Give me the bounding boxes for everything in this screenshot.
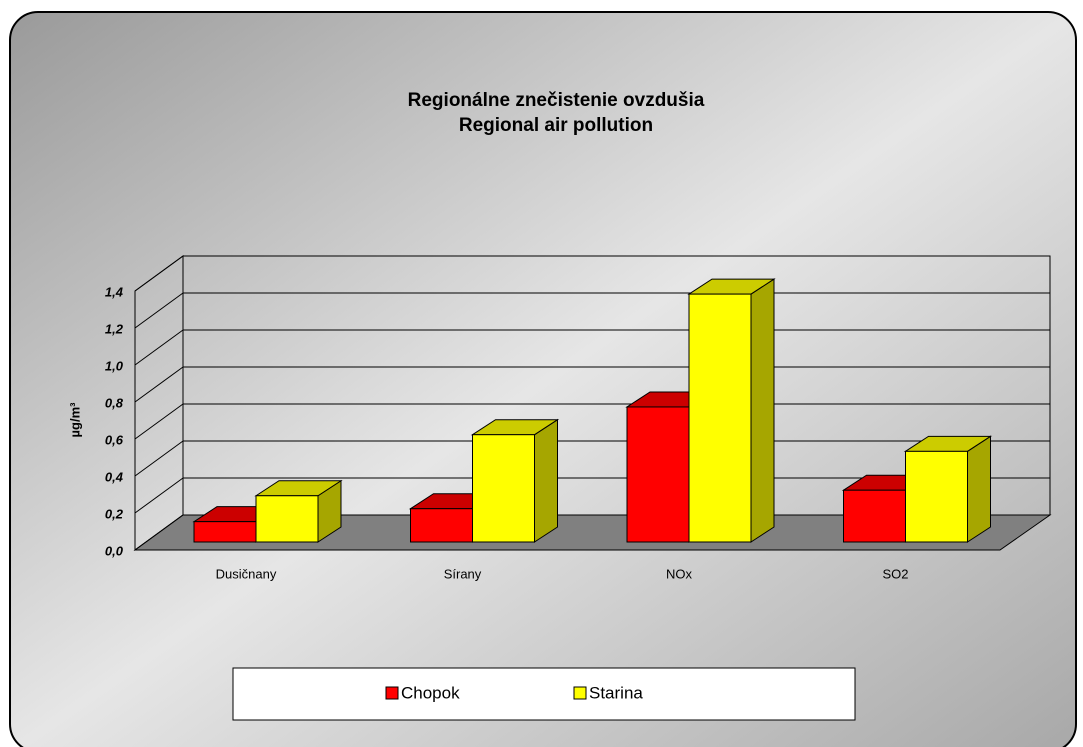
legend-swatch <box>573 686 587 700</box>
legend-label: Starina <box>589 683 643 702</box>
chart-subtitle: Regional air pollution <box>459 115 653 136</box>
bar <box>410 508 473 543</box>
grid-line <box>134 514 184 551</box>
y-tick-label: 1,0 <box>105 358 124 373</box>
bar-side <box>534 418 558 543</box>
y-tick-label: 0,0 <box>105 543 124 558</box>
bar <box>843 489 906 543</box>
legend <box>232 667 856 721</box>
bar <box>905 450 968 543</box>
grid-line <box>134 329 184 366</box>
bar <box>688 293 752 543</box>
chart-frame <box>9 11 1077 747</box>
y-tick-label: 1,4 <box>105 284 124 299</box>
chart-title: Regionálne znečistenie ovzdušia <box>408 90 705 111</box>
grid-line <box>134 366 184 403</box>
y-tick-label: 0,2 <box>105 506 124 521</box>
y-tick-label: 0,6 <box>105 432 124 447</box>
grid-line <box>134 477 184 514</box>
y-tick-label: 0,4 <box>105 469 124 484</box>
grid-line <box>134 255 184 292</box>
legend-label: Chopok <box>401 683 460 702</box>
legend-swatch <box>385 686 399 700</box>
x-tick-label: Dusičnany <box>216 566 277 581</box>
x-tick-label: Sírany <box>444 566 482 581</box>
grid-line <box>134 403 184 440</box>
y-axis-label: µg/m³ <box>67 402 82 438</box>
bar <box>255 495 319 543</box>
bar-side <box>750 278 775 543</box>
x-tick-label: NOx <box>666 566 693 581</box>
y-tick-label: 0,8 <box>105 395 124 410</box>
grid-line <box>134 292 184 329</box>
bar-side <box>967 435 991 543</box>
bar <box>472 434 535 543</box>
x-tick-label: SO2 <box>882 566 908 581</box>
grid-line <box>134 440 184 477</box>
bar <box>626 406 690 543</box>
bar <box>193 521 257 543</box>
y-tick-label: 1,2 <box>105 321 124 336</box>
